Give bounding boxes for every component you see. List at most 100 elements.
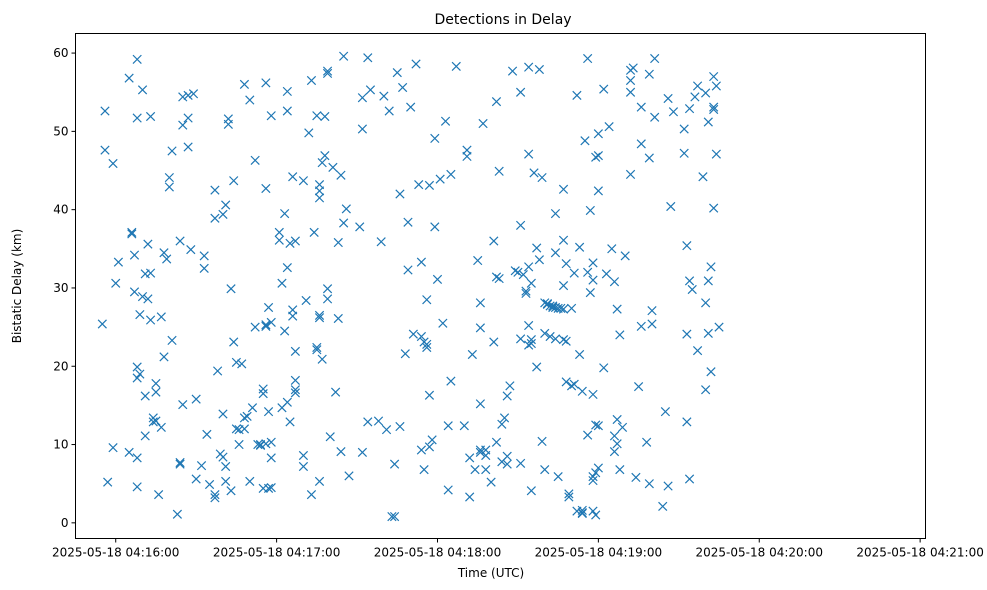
data-point xyxy=(387,511,397,522)
data-point xyxy=(314,313,325,323)
data-point xyxy=(414,179,424,190)
data-point xyxy=(628,63,638,73)
data-point xyxy=(588,506,598,516)
data-point xyxy=(210,490,220,500)
data-point xyxy=(229,176,239,186)
data-point xyxy=(156,422,166,432)
data-point xyxy=(298,461,309,472)
data-point xyxy=(416,257,427,267)
data-point xyxy=(588,275,598,285)
data-point xyxy=(113,257,124,267)
data-point xyxy=(322,284,333,294)
data-point xyxy=(612,414,622,425)
data-point xyxy=(650,53,660,64)
data-point xyxy=(553,472,563,482)
data-point xyxy=(333,313,343,324)
data-point xyxy=(290,388,300,398)
data-point xyxy=(550,208,561,219)
data-point xyxy=(226,486,236,496)
data-point xyxy=(336,170,346,180)
data-point xyxy=(266,437,276,447)
data-point xyxy=(140,431,150,441)
data-point xyxy=(325,432,335,442)
data-point xyxy=(132,373,142,383)
data-point xyxy=(277,278,287,288)
data-point xyxy=(550,248,561,258)
data-point xyxy=(422,295,432,305)
data-point xyxy=(620,251,630,261)
data-point xyxy=(593,151,603,161)
data-point xyxy=(580,136,590,146)
data-point xyxy=(585,205,595,216)
data-point xyxy=(285,238,295,248)
data-point xyxy=(475,298,486,308)
data-point xyxy=(282,86,292,97)
data-point xyxy=(137,291,148,302)
data-point xyxy=(145,268,156,278)
data-point xyxy=(427,435,437,445)
data-point xyxy=(518,270,528,280)
data-point xyxy=(540,328,550,338)
data-point xyxy=(591,420,601,430)
data-point xyxy=(583,267,593,277)
data-point xyxy=(607,244,617,254)
data-point xyxy=(145,315,156,325)
data-point xyxy=(339,51,349,61)
y-tick-label: 10 xyxy=(53,438,68,452)
data-point xyxy=(97,319,107,329)
data-point xyxy=(524,262,534,272)
data-point xyxy=(175,236,185,246)
data-point xyxy=(231,424,242,434)
data-point xyxy=(253,439,263,450)
data-point xyxy=(242,411,252,421)
data-point xyxy=(521,286,531,296)
data-points xyxy=(97,51,724,522)
data-point xyxy=(481,445,491,455)
y-tick-label: 60 xyxy=(53,46,68,60)
data-point xyxy=(545,301,555,311)
data-point xyxy=(261,439,271,449)
data-point xyxy=(513,267,523,277)
data-point xyxy=(642,437,652,447)
plot-area xyxy=(75,33,926,539)
data-point xyxy=(566,303,577,313)
data-point xyxy=(416,331,427,342)
data-point xyxy=(381,425,392,435)
data-point xyxy=(290,346,300,357)
data-point xyxy=(569,379,579,389)
data-point xyxy=(314,186,325,196)
data-point xyxy=(609,431,620,441)
data-point xyxy=(178,92,188,102)
data-point xyxy=(668,107,679,117)
data-point xyxy=(558,280,569,291)
data-point xyxy=(591,468,601,478)
data-point xyxy=(263,302,274,313)
data-point xyxy=(288,311,298,321)
data-point xyxy=(422,339,432,349)
data-point xyxy=(108,443,118,453)
data-point xyxy=(475,399,486,409)
data-point xyxy=(389,511,400,522)
data-point xyxy=(612,304,622,314)
data-point xyxy=(534,64,545,75)
data-point xyxy=(159,352,169,362)
data-point xyxy=(132,453,142,463)
data-point xyxy=(625,169,636,180)
data-point xyxy=(615,464,625,475)
data-point xyxy=(494,273,504,284)
data-point xyxy=(701,385,711,395)
data-point xyxy=(537,172,547,183)
data-point xyxy=(282,262,292,273)
data-point xyxy=(263,483,274,494)
data-point xyxy=(446,169,456,180)
data-point xyxy=(204,479,215,490)
data-point xyxy=(481,464,491,475)
data-point xyxy=(583,430,593,440)
data-point xyxy=(159,248,169,258)
data-point xyxy=(524,320,534,331)
data-point xyxy=(537,436,547,447)
data-point xyxy=(478,118,488,129)
data-point xyxy=(583,53,593,64)
data-point xyxy=(339,218,349,228)
